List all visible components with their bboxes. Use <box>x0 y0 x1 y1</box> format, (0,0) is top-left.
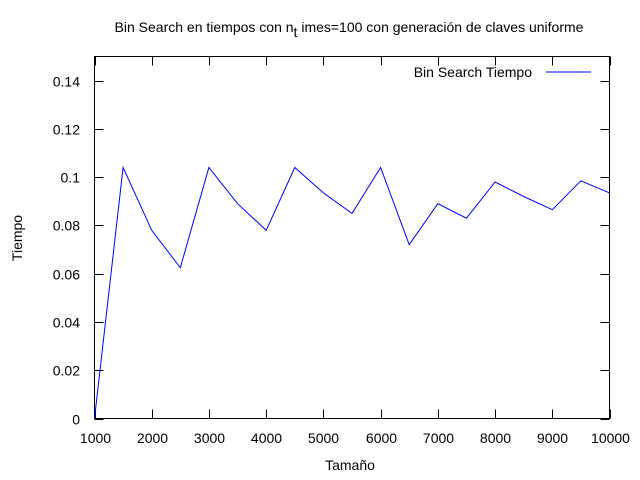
x-tick-label: 8000 <box>480 430 511 446</box>
plot-frame <box>94 56 610 419</box>
legend: Bin Search Tiempo <box>414 64 591 80</box>
x-tick-label: 10000 <box>591 430 630 446</box>
x-tick-label: 4000 <box>251 430 282 446</box>
legend-label: Bin Search Tiempo <box>414 64 532 80</box>
y-tick-label: 0.04 <box>53 315 80 331</box>
x-axis-label: Tamaño <box>325 457 375 473</box>
series-line <box>94 165 610 419</box>
y-tick-label: 0.06 <box>53 267 80 283</box>
x-tick-label: 2000 <box>137 430 168 446</box>
x-tick-label: 5000 <box>308 430 339 446</box>
chart-title: Bin Search en tiempos con nt imes=100 co… <box>115 19 584 40</box>
y-tick-label: 0.14 <box>53 74 80 90</box>
x-tick-label: 7000 <box>423 430 454 446</box>
y-axis: 0 0.02 0.04 0.06 0.08 0.1 0.12 0.14 <box>53 74 610 428</box>
y-tick-label: 0.08 <box>53 218 80 234</box>
series-group <box>94 165 610 419</box>
y-tick-label: 0 <box>72 412 80 428</box>
x-tick-label: 9000 <box>537 430 568 446</box>
x-tick-label: 6000 <box>366 430 397 446</box>
y-tick-label: 0.02 <box>53 363 80 379</box>
y-axis-label: Tiempo <box>9 215 25 261</box>
y-tick-label: 0.12 <box>53 122 80 138</box>
y-tick-label: 0.1 <box>61 170 81 186</box>
x-axis: 1000 2000 3000 4000 5000 6000 7000 8000 9000 1000… <box>80 56 630 446</box>
x-tick-label: 1000 <box>80 430 111 446</box>
x-tick-label: 3000 <box>194 430 225 446</box>
